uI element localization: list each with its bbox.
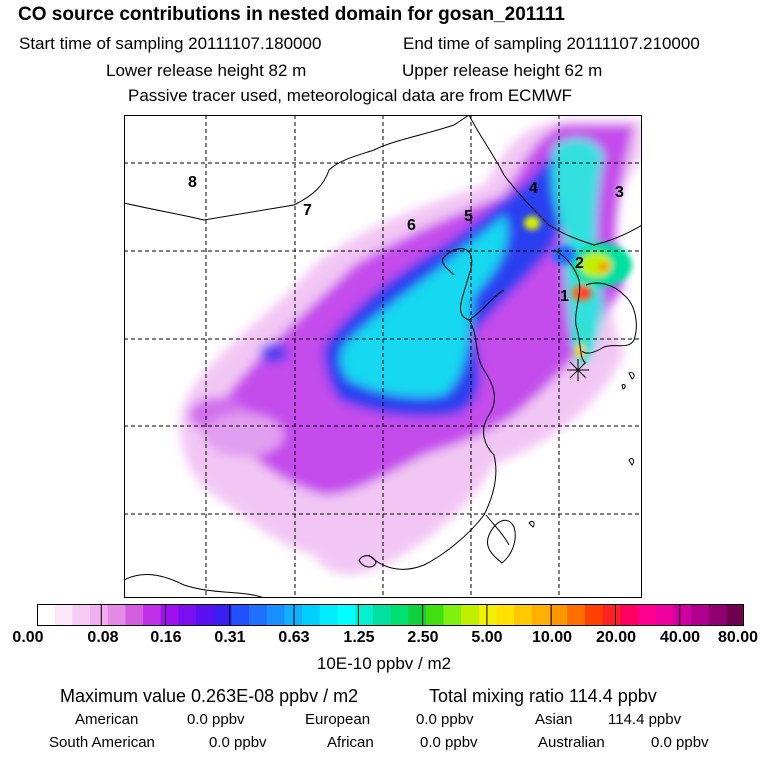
colorbar-swatch — [584, 604, 604, 626]
colorbar-tick: 40.00 — [659, 629, 701, 646]
colorbar-swatch — [284, 604, 303, 626]
region-label-1: 1 — [560, 288, 569, 305]
colorbar-tick: 0.16 — [150, 629, 182, 646]
european-value: 0.0 ppbv — [416, 711, 474, 728]
lat-lon-grid — [124, 115, 642, 598]
maximum-value-label: Maximum value 0.263E-08 ppbv / m2 — [60, 686, 359, 706]
colorbar-swatch — [637, 604, 657, 626]
colorbar-swatch — [655, 604, 674, 626]
colorbar-tick: 10.00 — [531, 629, 573, 646]
european-label: European — [305, 711, 371, 728]
upper-release-label: Upper release height 62 m — [402, 61, 603, 80]
colorbar-tick: 0.31 — [214, 629, 246, 646]
receptor-asterisk-icon — [567, 359, 589, 381]
african-label: African — [327, 734, 374, 751]
colorbar-swatch — [408, 604, 427, 626]
colorbar-swatch — [726, 604, 744, 626]
colorbar-swatch — [549, 604, 568, 626]
region-label-7: 7 — [303, 202, 312, 219]
australian-value: 0.0 ppbv — [651, 734, 709, 751]
page-title: CO source contributions in nested domain… — [18, 4, 565, 25]
colorbar-swatch — [708, 604, 727, 626]
american-value: 0.0 ppbv — [187, 711, 245, 728]
colorbar-tick: 0.08 — [87, 629, 119, 646]
colorbar-swatch — [125, 604, 144, 626]
start-time-label: Start time of sampling 20111107.180000 — [19, 34, 322, 53]
colorbar-swatch — [372, 604, 391, 626]
asian-label: Asian — [535, 711, 573, 728]
colorbar-swatch — [231, 604, 250, 626]
colorbar-swatch — [390, 604, 409, 626]
colorbar-swatch — [443, 604, 462, 626]
colorbar-swatch — [72, 604, 91, 626]
colorbar-swatch — [478, 604, 498, 626]
colorbar-swatch — [37, 604, 56, 626]
asian-value: 114.4 ppbv — [608, 711, 682, 728]
african-value: 0.0 ppbv — [420, 734, 478, 751]
colorbar — [37, 604, 744, 626]
colorbar-swatch — [319, 604, 338, 626]
colorbar-tick: 2.50 — [407, 629, 439, 646]
colorbar-swatch — [496, 604, 515, 626]
colorbar-swatch — [461, 604, 480, 626]
coastlines — [124, 115, 642, 598]
colorbar-tick: 20.00 — [595, 629, 637, 646]
colorbar-swatch — [54, 604, 73, 626]
south-american-label: South American — [49, 734, 155, 751]
colorbar-swatch — [143, 604, 162, 626]
colorbar-swatch — [213, 604, 232, 626]
colorbar-swatch — [673, 604, 692, 626]
colorbar-swatch — [337, 604, 356, 626]
hotspots — [524, 216, 632, 364]
end-time-label: End time of sampling 20111107.210000 — [403, 34, 700, 53]
colorbar-tick: 0.00 — [12, 629, 44, 646]
concentration-map: 1 2 3 4 5 6 7 8 — [124, 115, 642, 598]
colorbar-swatch — [196, 604, 215, 626]
colorbar-swatch — [690, 604, 710, 626]
colorbar-swatch — [266, 604, 285, 626]
colorbar-swatch — [531, 604, 551, 626]
lower-release-label: Lower release height 82 m — [106, 61, 307, 80]
region-label-6: 6 — [407, 217, 416, 234]
colorbar-swatch — [302, 604, 321, 626]
american-label: American — [75, 711, 139, 728]
region-label-8: 8 — [188, 174, 197, 191]
region-label-2: 2 — [575, 255, 584, 272]
colorbar-swatch — [514, 604, 533, 626]
colorbar-swatch — [178, 604, 197, 626]
region-label-4: 4 — [529, 180, 538, 197]
region-label-5: 5 — [464, 208, 473, 225]
colorbar-unit: 10E-10 ppbv / m2 — [316, 654, 452, 673]
tracer-note: Passive tracer used, meteorological data… — [128, 86, 573, 105]
australian-label: Australian — [538, 734, 605, 751]
colorbar-swatch — [160, 604, 179, 626]
total-mixing-ratio-label: Total mixing ratio 114.4 ppbv — [429, 686, 657, 706]
colorbar-swatch — [425, 604, 445, 626]
colorbar-tick: 1.25 — [343, 629, 375, 646]
colorbar-border — [37, 604, 744, 626]
colorbar-swatch — [355, 604, 374, 626]
colorbar-tick: 0.63 — [278, 629, 310, 646]
colorbar-swatch — [620, 604, 639, 626]
colorbar-tick: 80.00 — [717, 629, 759, 646]
colorbar-swatch — [107, 604, 126, 626]
colorbar-swatch — [249, 604, 268, 626]
colorbar-swatch — [602, 604, 621, 626]
region-label-3: 3 — [615, 184, 624, 201]
colorbar-swatch — [567, 604, 586, 626]
colorbar-tick: 5.00 — [471, 629, 503, 646]
south-american-value: 0.0 ppbv — [209, 734, 267, 751]
colorbar-swatch — [90, 604, 109, 626]
